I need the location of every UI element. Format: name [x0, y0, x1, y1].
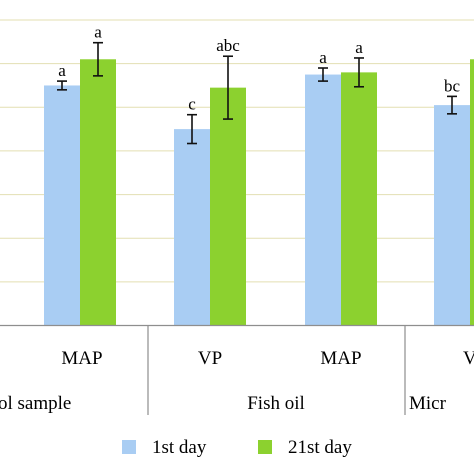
x-axis [0, 324, 474, 415]
group-label: Micr [409, 393, 447, 414]
significance-letter: abc [216, 36, 240, 55]
bar-day21 [210, 87, 246, 326]
x-tick-label: VP [198, 348, 222, 369]
group-label: Fish oil [247, 393, 305, 414]
x-tick-label: V [463, 348, 474, 369]
bar-day21 [341, 72, 377, 326]
bars [44, 59, 474, 326]
bar-day1 [44, 85, 80, 326]
significance-letter: a [355, 38, 363, 57]
significance-letter: bc [444, 76, 461, 95]
bar-day1 [305, 74, 341, 326]
group-labels: ol sample Fish oil Micr [0, 393, 447, 414]
legend-day1-label: 1st day [152, 437, 207, 458]
x-tick-label: MAP [61, 348, 102, 369]
legend-day21-label: 21st day [288, 437, 352, 458]
significance-letter: a [58, 61, 66, 80]
bar-day1 [174, 129, 210, 326]
error-bars [57, 41, 457, 145]
significance-letter: c [188, 95, 196, 114]
group-label: ol sample [0, 393, 71, 414]
legend-day21-swatch [258, 440, 272, 454]
bar-day1 [434, 105, 470, 326]
bar-day21 [80, 59, 116, 326]
x-tick-labels: MAP VP MAP V [61, 348, 474, 369]
significance-letter: a [319, 48, 327, 67]
legend-day1-swatch [122, 440, 136, 454]
x-tick-label: MAP [320, 348, 361, 369]
legend: 1st day 21st day [122, 437, 352, 458]
significance-letter: a [94, 23, 102, 42]
bar-day21 [470, 59, 474, 326]
